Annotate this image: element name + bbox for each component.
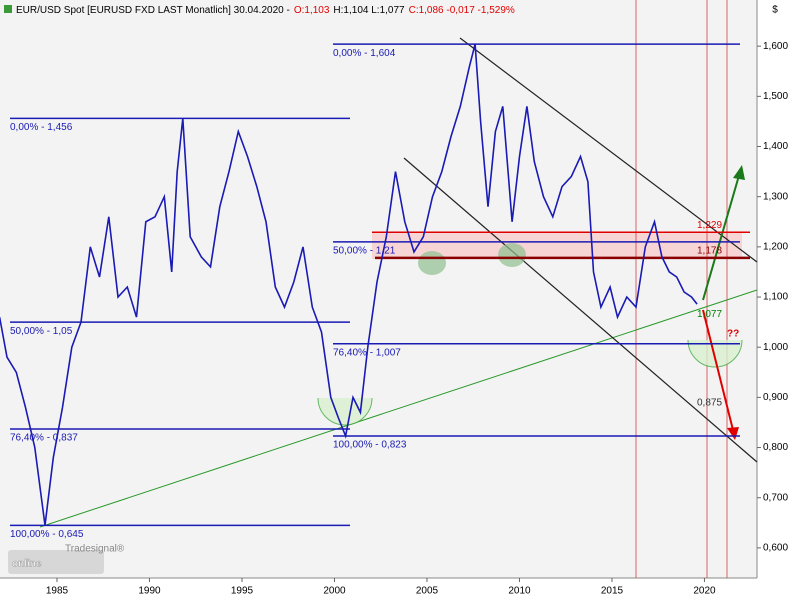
- x-tick-label: 2005: [416, 586, 439, 597]
- x-tick-label: 1995: [231, 586, 254, 597]
- y-tick-label: 0,900: [763, 392, 788, 403]
- logo: Tradesignal® online: [8, 544, 125, 574]
- x-tick-label: 2010: [508, 586, 531, 597]
- y-unit: $: [772, 5, 778, 16]
- channel-line: [403, 157, 758, 463]
- support-circle: [418, 251, 446, 275]
- up-arrow-head: [733, 165, 745, 180]
- x-tick-label: 2020: [693, 586, 716, 597]
- y-tick-label: 1,600: [763, 41, 788, 52]
- logo-big: online: [12, 559, 42, 570]
- x-tick-label: 1990: [138, 586, 161, 597]
- y-tick-label: 1,400: [763, 141, 788, 152]
- bottom-arc: [317, 397, 373, 426]
- quote-part: C:1,086 -0,017 -1,529%: [409, 5, 515, 16]
- fib-label: 100,00% - 0,823: [333, 440, 407, 451]
- fib-label: 100,00% - 0,645: [10, 529, 84, 540]
- level-label: 0,875: [697, 398, 722, 409]
- fib-label: 50,00% - 1,05: [10, 326, 73, 337]
- plot-area: [0, 0, 757, 578]
- chart-title: EUR/USD Spot [EURUSD FXD LAST Monatlich]…: [16, 5, 515, 16]
- quote-part: H:1,104 L:1,077: [333, 5, 405, 16]
- y-tick-label: 0,600: [763, 543, 788, 554]
- y-tick-label: 0,800: [763, 442, 788, 453]
- y-tick-label: 1,000: [763, 342, 788, 353]
- trend-line: [39, 289, 758, 528]
- fib-label: 0,00% - 1,604: [333, 48, 396, 59]
- y-tick-label: 0,700: [763, 492, 788, 503]
- fib-label: 0,00% - 1,456: [10, 122, 73, 133]
- x-tick-label: 2015: [601, 586, 624, 597]
- quote-part: O:1,103: [294, 5, 330, 16]
- chart-icon: [4, 5, 12, 13]
- x-axis-area: [0, 578, 757, 600]
- annotation: ??: [727, 329, 739, 340]
- fib-label: 50,00% - 1,21: [333, 245, 396, 256]
- logo-small: Tradesignal®: [65, 544, 125, 555]
- down-arrow: [702, 309, 734, 431]
- y-axis-area: [757, 0, 800, 600]
- target-arc: [687, 339, 743, 368]
- y-tick-label: 1,300: [763, 191, 788, 202]
- fib-label: 76,40% - 0,837: [10, 433, 78, 444]
- y-tick-label: 1,200: [763, 241, 788, 252]
- x-tick-label: 2000: [323, 586, 346, 597]
- support-circle: [498, 243, 526, 267]
- level-label: 1,077: [697, 309, 722, 320]
- y-tick-label: 1,500: [763, 91, 788, 102]
- logo-box: [8, 550, 104, 574]
- y-tick-label: 1,100: [763, 292, 788, 303]
- x-tick-label: 1985: [46, 586, 69, 597]
- price-line: [0, 44, 698, 526]
- up-arrow: [702, 171, 741, 301]
- level-label: 1,229: [697, 220, 722, 231]
- channel-line: [459, 37, 758, 263]
- level-label: 1,178: [697, 246, 722, 257]
